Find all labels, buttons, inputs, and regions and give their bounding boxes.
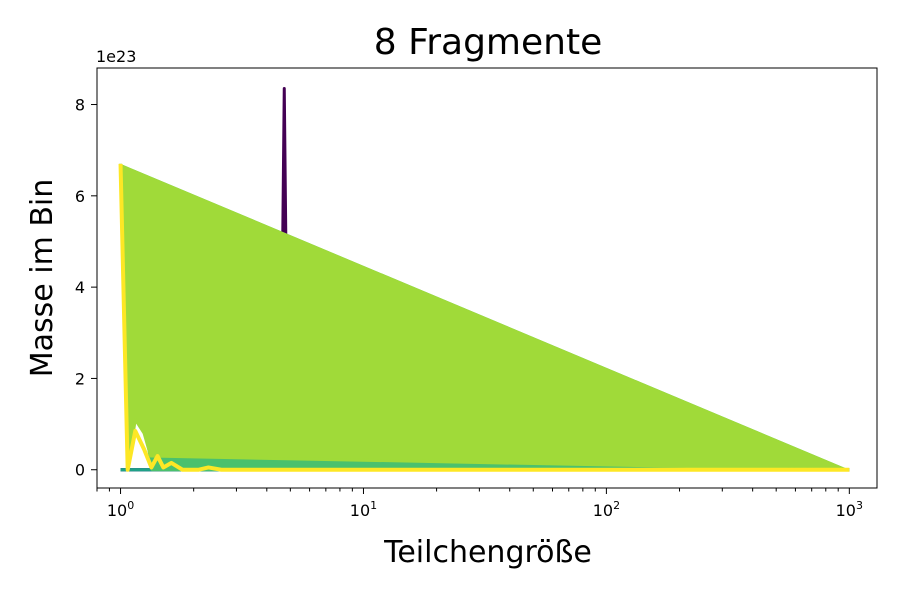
x-tick-label: 102: [593, 499, 620, 520]
y-axis-title: Masse im Bin: [25, 179, 60, 378]
y-axis: 0 2 4 6 8: [75, 96, 97, 480]
series-8-area: [118, 163, 850, 472]
y-tick-label: 4: [75, 278, 85, 297]
x-tick-label: 100: [107, 499, 134, 520]
y-tick-label: 8: [75, 96, 85, 115]
x-axis-title: Teilchengröße: [383, 535, 592, 570]
y-tick-label: 0: [75, 461, 85, 480]
x-tick-label: 103: [836, 499, 863, 520]
plot-area: [96, 67, 878, 489]
y-multiplier-label: 1e23: [96, 47, 136, 66]
y-tick-label: 6: [75, 187, 85, 206]
chart-title: 8 Fragmente: [374, 22, 602, 63]
plot-frame: [96, 67, 878, 489]
series-7-area: [119, 163, 850, 472]
x-axis: 100 101 102 103: [96, 488, 863, 520]
y-tick-label: 2: [75, 369, 85, 388]
x-tick-label: 101: [350, 499, 377, 520]
